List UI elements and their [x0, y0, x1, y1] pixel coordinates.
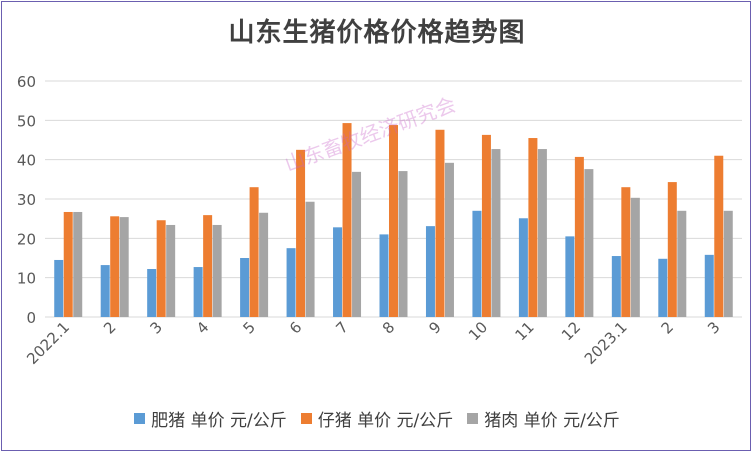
legend-item: 仔猪 单价 元/公斤 — [300, 406, 454, 431]
bar-2 — [249, 187, 259, 317]
x-tick-label: 9 — [425, 318, 444, 337]
bar-2 — [63, 211, 73, 317]
y-tick-label: 0 — [26, 309, 36, 327]
chart-legend: 肥猪 单价 元/公斤 仔猪 单价 元/公斤 猪肉 单价 元/公斤 — [0, 406, 754, 431]
bar-1 — [518, 218, 528, 317]
bar-3 — [537, 149, 547, 317]
legend-swatch — [467, 413, 479, 424]
y-tick-label: 50 — [17, 112, 36, 130]
bar-2 — [389, 125, 398, 317]
bar-3 — [491, 149, 501, 317]
x-tick-label: 4 — [193, 318, 212, 337]
bar-2 — [156, 220, 166, 317]
bar-2 — [296, 149, 306, 317]
y-tick-label: 60 — [17, 73, 36, 91]
y-tick-label: 10 — [17, 270, 36, 288]
bar-1 — [472, 210, 482, 317]
bar-1 — [193, 267, 203, 317]
x-tick-label: 6 — [286, 318, 305, 337]
bar-3 — [212, 224, 222, 317]
x-tick-label: 3 — [704, 318, 723, 337]
bar-1 — [611, 256, 621, 317]
bar-1 — [425, 226, 435, 317]
bar-1 — [147, 269, 157, 317]
bar-1 — [100, 265, 110, 317]
bar-3 — [444, 162, 454, 317]
chart-title: 山东生猪价格价格趋势图 — [228, 18, 526, 48]
bar-1 — [658, 258, 668, 317]
legend-item: 猪肉 单价 元/公斤 — [467, 406, 620, 431]
bar-3 — [352, 171, 362, 317]
bar-3 — [584, 169, 594, 317]
legend-label: 肥猪 单价 元/公斤 — [151, 411, 287, 431]
x-tick-label: 7 — [332, 318, 351, 337]
bar-2 — [621, 187, 631, 317]
bar-2 — [342, 123, 352, 317]
bar-3 — [630, 197, 640, 317]
bar-3 — [398, 171, 408, 317]
bar-3 — [305, 201, 315, 317]
legend-label: 仔猪 单价 元/公斤 — [317, 411, 454, 431]
legend-item: 肥猪 单价 元/公斤 — [134, 406, 287, 431]
x-tick-label: 11 — [511, 318, 537, 344]
bar-3 — [166, 224, 176, 317]
bar-2 — [714, 155, 724, 317]
x-tick-label: 2023.1 — [581, 318, 631, 368]
y-tick-label: 20 — [17, 230, 36, 248]
bar-1 — [379, 234, 389, 317]
bar-2 — [528, 138, 538, 317]
x-tick-label: 12 — [558, 318, 584, 344]
x-tick-label: 8 — [379, 318, 398, 337]
bar-1 — [286, 248, 296, 317]
x-tick-label: 10 — [465, 318, 491, 344]
bar-1 — [240, 258, 250, 317]
bar-1 — [333, 227, 343, 317]
bar-1 — [565, 236, 575, 317]
bar-3 — [259, 212, 269, 317]
x-tick-label: 2 — [100, 318, 119, 337]
bar-1 — [54, 259, 64, 317]
legend-swatch — [134, 413, 146, 424]
y-tick-label: 40 — [17, 152, 36, 170]
bar-2 — [667, 182, 677, 317]
x-tick-label: 3 — [147, 318, 166, 337]
x-tick-label: 2 — [658, 318, 677, 337]
bar-1 — [704, 254, 714, 317]
legend-label: 猪肉 单价 元/公斤 — [484, 411, 620, 431]
bar-3 — [119, 217, 129, 317]
legend-swatch — [300, 413, 312, 424]
bar-2 — [203, 215, 213, 317]
bar-3 — [73, 211, 83, 317]
bar-3 — [723, 210, 733, 317]
x-tick-label: 5 — [239, 318, 258, 337]
bar-2 — [574, 156, 584, 317]
bar-2 — [435, 129, 445, 317]
bar-2 — [110, 216, 120, 317]
bar-2 — [481, 134, 491, 317]
y-tick-label: 30 — [17, 191, 36, 209]
bar-3 — [677, 210, 687, 317]
